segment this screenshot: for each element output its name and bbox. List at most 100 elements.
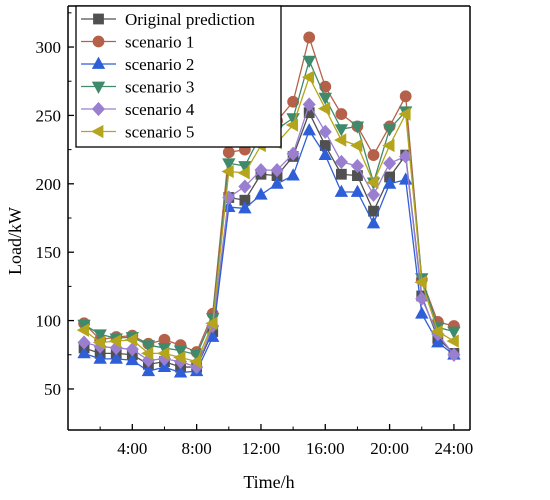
data-point-5-21	[414, 275, 427, 289]
data-point-5-3	[124, 333, 138, 347]
data-point-2-20	[399, 172, 413, 185]
data-point-5-0	[76, 323, 89, 337]
data-point-5-10	[237, 166, 250, 180]
data-point-3-9	[222, 158, 236, 171]
data-point-1-9	[222, 146, 235, 159]
legend-label-0: Original prediction	[125, 10, 255, 29]
data-point-0-16	[335, 168, 347, 180]
data-point-2-13	[286, 168, 300, 181]
data-point-2-22	[431, 335, 445, 348]
data-point-1-13	[287, 95, 300, 108]
data-point-5-2	[108, 334, 122, 348]
data-point-3-4	[141, 340, 156, 353]
data-point-5-14	[301, 70, 315, 84]
data-point-3-17	[350, 121, 365, 134]
data-point-3-23	[447, 326, 461, 339]
legend: Original prediction scenario 1 scenario 2 s…	[75, 5, 282, 148]
data-point-5-1	[92, 335, 106, 350]
legend-item-4: scenario 4	[81, 100, 195, 119]
legend-label-3: scenario 3	[125, 78, 194, 97]
data-point-4-0	[77, 335, 91, 350]
data-point-2-2	[109, 351, 123, 364]
data-point-4-14	[302, 97, 316, 112]
data-point-4-3	[125, 342, 139, 357]
legend-item-3: scenario 3	[81, 78, 194, 97]
data-point-1-15	[319, 80, 332, 93]
data-point-4-13	[286, 146, 300, 161]
data-point-5-20	[398, 107, 411, 121]
x-axis-title: Time/h	[243, 472, 294, 492]
data-point-2-6	[173, 365, 188, 378]
y-tick-label-2: 150	[36, 243, 62, 262]
y-axis-title: Load/kW	[5, 207, 25, 275]
data-point-5-9	[221, 164, 234, 179]
y-tick-label-5: 300	[36, 38, 62, 57]
data-point-2-12	[270, 176, 284, 189]
y-tick-label-1: 100	[36, 312, 62, 331]
data-point-5-23	[446, 334, 459, 348]
data-point-1-14	[303, 31, 316, 44]
data-point-5-22	[430, 324, 443, 339]
legend-label-2: scenario 2	[125, 55, 194, 74]
data-point-2-4	[141, 363, 156, 377]
data-point-2-3	[125, 352, 139, 366]
data-point-5-7	[189, 354, 202, 369]
data-point-2-8	[206, 329, 220, 342]
data-point-4-19	[383, 156, 397, 171]
data-point-5-4	[141, 346, 154, 361]
legend-item-1: scenario 1	[81, 33, 194, 52]
data-point-5-8	[205, 316, 218, 330]
x-tick-label-4: 20:00	[370, 439, 409, 458]
data-point-1-20	[399, 90, 412, 103]
legend-marker-1	[92, 35, 105, 48]
data-point-4-18	[366, 187, 381, 202]
legend-marker-2	[91, 56, 106, 69]
data-point-2-5	[157, 359, 172, 372]
x-tick-label-2: 12:00	[242, 439, 281, 458]
data-point-4-11	[254, 163, 268, 178]
legend-item-0: Original prediction	[81, 10, 255, 29]
data-point-2-19	[382, 176, 397, 189]
data-point-5-15	[317, 101, 331, 116]
data-point-2-17	[350, 184, 365, 197]
data-point-5-6	[173, 350, 186, 365]
x-tick-label-1: 8:00	[182, 439, 212, 458]
data-point-5-19	[382, 138, 395, 153]
data-point-3-19	[382, 124, 397, 137]
data-point-2-21	[415, 306, 429, 319]
data-point-4-23	[447, 347, 461, 362]
data-point-5-16	[334, 133, 347, 147]
x-tick-label-5: 24:00	[435, 439, 474, 458]
data-point-4-17	[350, 158, 364, 174]
axes-group: 50 100 150 200 250 300 4:00 8:00 12:00 16:00 20:00…	[36, 5, 474, 458]
data-point-2-14	[302, 123, 316, 136]
series-group	[76, 31, 461, 378]
data-point-4-12	[270, 163, 284, 178]
data-point-3-14	[302, 55, 316, 69]
legend-label-4: scenario 4	[125, 100, 195, 119]
y-tick-label-0: 50	[44, 380, 61, 399]
data-point-3-1	[93, 329, 107, 342]
data-point-2-16	[334, 184, 349, 197]
data-point-4-16	[334, 154, 348, 170]
data-point-2-0	[77, 346, 91, 359]
legend-marker-5	[91, 124, 104, 139]
data-point-2-1	[93, 351, 107, 364]
data-point-2-15	[318, 147, 332, 160]
x-tick-label-3: 16:00	[306, 439, 345, 458]
data-point-5-18	[366, 175, 379, 190]
data-point-3-6	[173, 345, 188, 359]
legend-marker-4	[91, 101, 106, 117]
data-point-2-18	[366, 216, 381, 229]
data-point-3-16	[334, 124, 349, 137]
data-point-5-17	[350, 138, 363, 153]
data-point-2-10	[238, 201, 252, 214]
x-tick-label-0: 4:00	[117, 439, 147, 458]
legend-marker-3	[91, 81, 106, 94]
legend-item-2: scenario 2	[81, 55, 194, 74]
data-point-1-18	[367, 149, 380, 161]
y-tick-label-3: 200	[36, 175, 62, 194]
legend-marker-0	[93, 13, 104, 25]
series-line-2	[83, 129, 455, 374]
